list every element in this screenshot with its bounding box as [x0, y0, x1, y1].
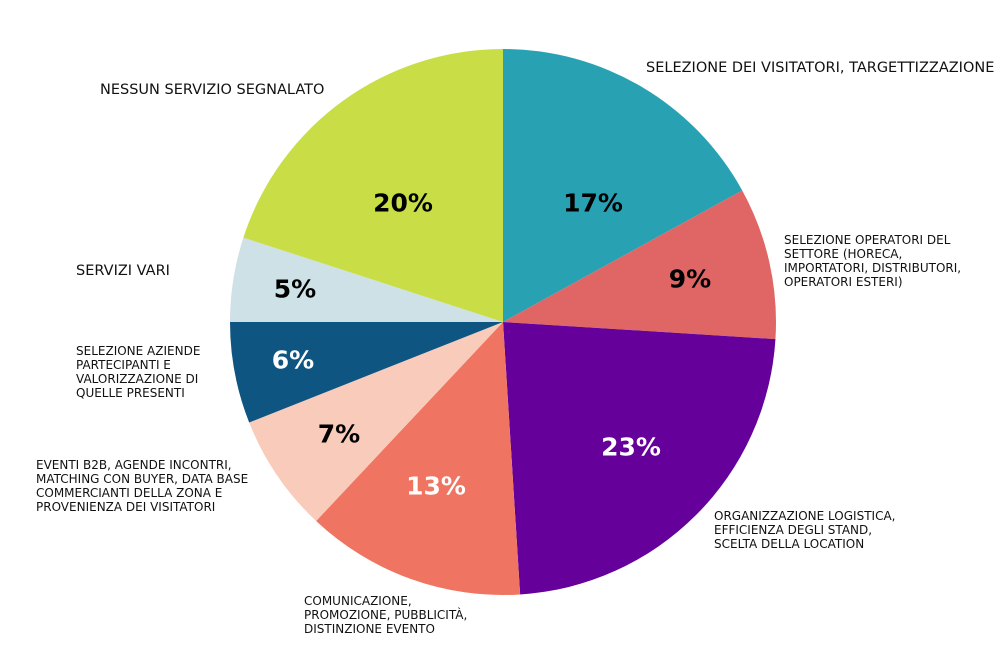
label-selezione-operatori: SELEZIONE OPERATORI DEL SETTORE (HORECA,…: [784, 233, 962, 290]
label-comunicazione: COMUNICAZIONE, PROMOZIONE, PUBBLICITÀ, D…: [304, 594, 468, 637]
slice-percent-label: 17%: [563, 189, 623, 218]
pie-slice: [503, 322, 776, 595]
pie-slice: [230, 322, 503, 423]
slice-percent-label: 7%: [318, 420, 360, 449]
pie-slice: [316, 322, 521, 595]
pie-slice: [503, 49, 743, 322]
pie-slice: [503, 190, 776, 340]
label-selezione-visitatori: SELEZIONE DEI VISITATORI, TARGETTIZZAZIO…: [646, 60, 995, 76]
pie-slices: [230, 49, 776, 595]
label-selezione-aziende: SELEZIONE AZIENDE PARTECIPANTI E VALORIZ…: [76, 344, 201, 401]
slice-percent-label: 6%: [272, 346, 314, 375]
slice-percent-label: 23%: [601, 433, 661, 462]
pie-slice: [243, 49, 504, 322]
slice-percent-label: 13%: [406, 472, 466, 501]
pie-percent-labels: 17% 9% 23% 13% 7% 6% 5% 20%: [272, 189, 711, 501]
label-eventi-b2b: EVENTI B2B, AGENDE INCONTRI, MATCHING CO…: [36, 458, 249, 515]
label-nessun-servizio: NESSUN SERVIZIO SEGNALATO: [100, 82, 325, 98]
pie-slice: [230, 237, 503, 322]
label-organizzazione-logistica: ORGANIZZAZIONE LOGISTICA, EFFICIENZA DEG…: [714, 509, 896, 552]
slice-percent-label: 9%: [669, 265, 711, 294]
pie-slice: [249, 322, 503, 522]
label-servizi-vari: SERVIZI VARI: [76, 263, 170, 279]
slice-percent-label: 5%: [274, 275, 316, 304]
slice-percent-label: 20%: [373, 189, 433, 218]
